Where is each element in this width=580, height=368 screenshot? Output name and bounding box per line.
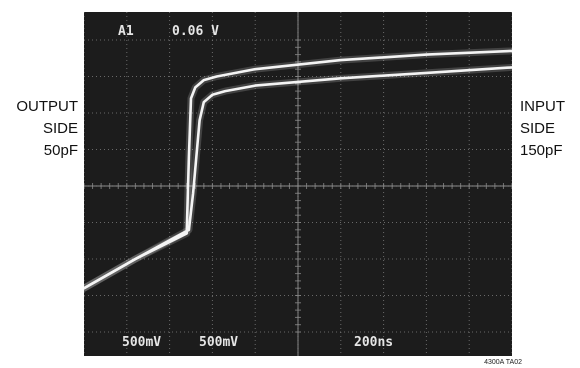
output-side-label-line-2: SIDE	[42, 120, 78, 137]
output-side-label: OUTPUT SIDE 50pF	[0, 96, 78, 162]
oscilloscope-screen: A1 0.06 V 500mV 500mV 200ns	[84, 12, 512, 356]
output-side-label-line-1: OUTPUT	[16, 98, 78, 115]
channel-readout: A1	[118, 24, 134, 39]
input-side-label-line-2: SIDE	[520, 120, 556, 137]
input-side-label-line-3: 150pF	[520, 142, 563, 159]
traces	[84, 47, 512, 292]
figure-id: 4300A TA02	[484, 359, 522, 366]
trigger-level-readout: 0.06 V	[172, 24, 219, 39]
trace-series-1	[84, 49, 512, 290]
input-side-label-line-1: INPUT	[520, 98, 565, 115]
ch2-scale-readout: 500mV	[199, 335, 238, 350]
output-side-label-line-3: 50pF	[43, 142, 78, 159]
ch1-scale-readout: 500mV	[122, 335, 161, 350]
input-side-label: INPUT SIDE 150pF	[520, 96, 580, 162]
timebase-readout: 200ns	[354, 335, 393, 350]
trace-series-2	[84, 66, 512, 290]
